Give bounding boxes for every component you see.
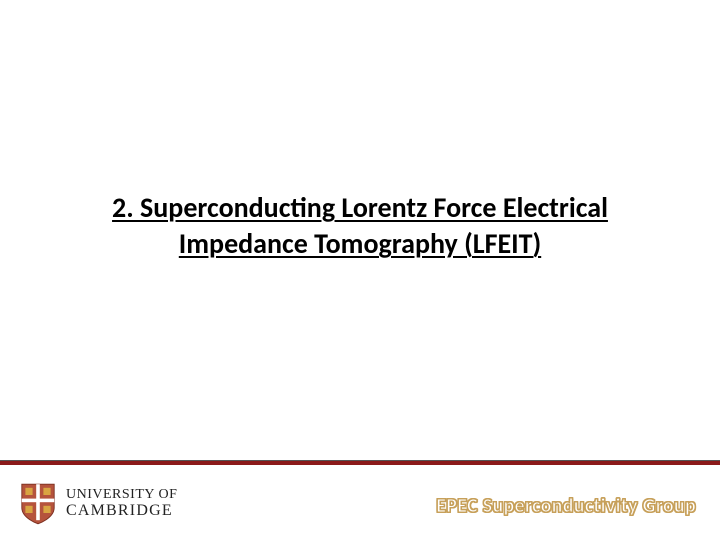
footer-divider bbox=[0, 460, 720, 465]
title-line-2: Impedance Tomography (LFEIT) bbox=[50, 226, 670, 262]
slide: 2. Superconducting Lorentz Force Electri… bbox=[0, 0, 720, 540]
group-label: EPEC Superconductivity Group bbox=[436, 494, 696, 518]
title-line-1: 2. Superconducting Lorentz Force Electri… bbox=[50, 190, 670, 226]
footer: UNIVERSITY OF CAMBRIDGE EPEC Superconduc… bbox=[0, 468, 720, 540]
crest-icon bbox=[20, 482, 56, 526]
university-line-2: CAMBRIDGE bbox=[66, 503, 177, 520]
university-line-1: UNIVERSITY OF bbox=[66, 488, 177, 503]
university-text: UNIVERSITY OF CAMBRIDGE bbox=[66, 488, 177, 519]
slide-title: 2. Superconducting Lorentz Force Electri… bbox=[0, 190, 720, 263]
university-logo: UNIVERSITY OF CAMBRIDGE bbox=[20, 482, 177, 526]
